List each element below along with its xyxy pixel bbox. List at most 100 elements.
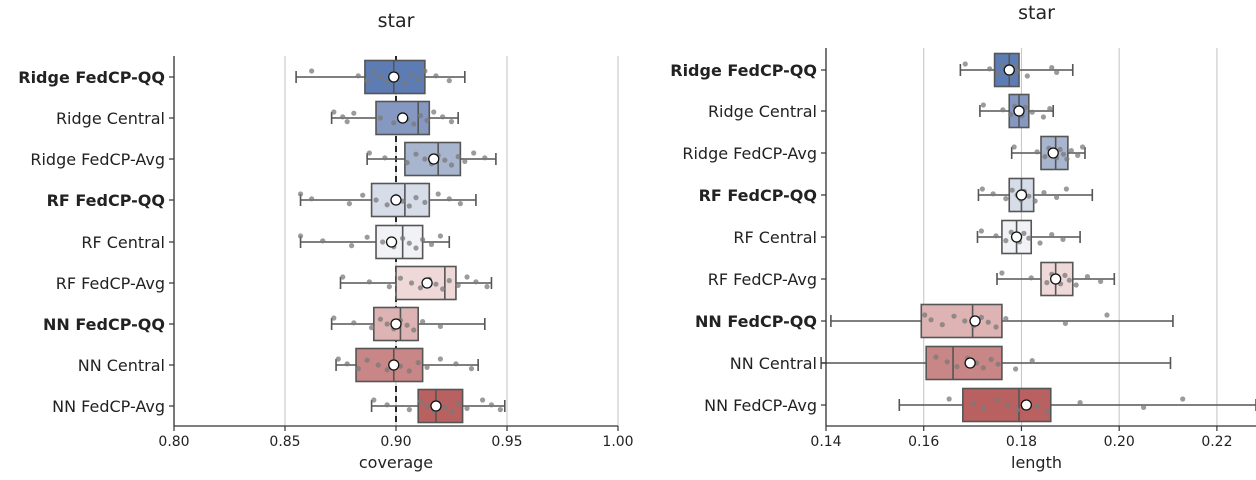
box-rf-fedcp-avg xyxy=(339,265,493,301)
data-point xyxy=(406,368,412,374)
data-point xyxy=(455,401,461,407)
data-point xyxy=(384,321,390,327)
data-point xyxy=(371,69,377,75)
data-point xyxy=(1063,186,1070,192)
data-point xyxy=(448,162,455,168)
data-point xyxy=(442,157,448,163)
data-point xyxy=(366,279,372,285)
data-point xyxy=(420,319,426,325)
data-point xyxy=(406,240,412,246)
data-point xyxy=(375,362,381,368)
data-point xyxy=(479,397,486,403)
box-ridge-fedcp-avg xyxy=(366,141,497,177)
data-point xyxy=(1057,146,1063,152)
data-point xyxy=(351,110,357,116)
data-point xyxy=(377,115,384,121)
data-point xyxy=(424,117,430,123)
data-point xyxy=(933,354,939,360)
box-rf-fedcp-qq xyxy=(297,182,477,218)
data-point xyxy=(413,245,419,251)
data-point xyxy=(1049,65,1055,71)
data-point xyxy=(980,102,986,108)
data-point xyxy=(1029,109,1035,115)
category-label: Ridge Central xyxy=(708,102,817,121)
data-point xyxy=(1068,148,1074,154)
data-point xyxy=(384,367,390,373)
category-label: Ridge FedCP-QQ xyxy=(670,61,817,80)
category-label: RF Central xyxy=(81,233,165,252)
panel-coverage: 0.80 0.85 0.90 0.95 1.00 Ridge FedCP-QQ Ridge … xyxy=(18,10,633,472)
data-point xyxy=(999,270,1005,276)
mean-marker xyxy=(1047,147,1059,159)
data-point xyxy=(309,196,315,202)
data-point xyxy=(1000,62,1006,68)
data-point xyxy=(979,186,985,192)
data-point xyxy=(980,406,986,412)
data-point xyxy=(1066,277,1072,283)
data-point xyxy=(380,239,386,245)
data-point xyxy=(1034,149,1040,155)
data-point xyxy=(1003,316,1009,322)
data-point xyxy=(331,315,337,321)
data-point xyxy=(1060,236,1066,242)
data-point xyxy=(440,114,446,120)
data-point xyxy=(484,284,490,290)
data-point xyxy=(408,72,415,78)
mean-marker xyxy=(964,357,976,369)
mean-marker xyxy=(1015,189,1028,201)
data-point xyxy=(351,320,357,326)
x-tick-label: 0.95 xyxy=(491,434,522,450)
data-point xyxy=(1044,408,1050,414)
data-point xyxy=(1003,196,1009,202)
category-label: RF FedCP-QQ xyxy=(47,191,165,210)
category-label: Ridge FedCP-Avg xyxy=(682,144,817,163)
mean-marker xyxy=(397,112,409,124)
data-point xyxy=(384,79,390,85)
data-point xyxy=(364,357,370,363)
data-point xyxy=(406,407,412,413)
data-point xyxy=(1141,404,1147,410)
data-point xyxy=(1029,358,1035,364)
x-tick-label: 1.00 xyxy=(602,434,633,450)
data-point xyxy=(1098,278,1104,284)
box-rf-fedcp-avg xyxy=(996,261,1116,297)
data-point xyxy=(1084,274,1091,280)
box-nn-fedcp-avg xyxy=(898,387,1256,423)
data-point xyxy=(364,78,370,84)
data-point xyxy=(360,192,366,198)
box-nn-central xyxy=(820,345,1172,381)
data-point xyxy=(384,402,390,408)
data-point xyxy=(424,364,430,370)
data-point xyxy=(1003,238,1009,244)
data-point xyxy=(417,113,424,119)
mean-marker xyxy=(1050,273,1062,285)
data-point xyxy=(402,80,408,86)
data-point xyxy=(946,396,952,402)
mean-marker xyxy=(388,359,400,371)
data-point xyxy=(411,121,417,127)
x-tick-label: 0.16 xyxy=(908,434,939,450)
box-rf-central xyxy=(297,224,451,260)
data-point xyxy=(346,201,352,207)
box-nn-fedcp-qq xyxy=(830,303,1174,339)
x-tick-label: 0.80 xyxy=(158,434,189,450)
data-point xyxy=(1009,187,1015,193)
box-iqr xyxy=(925,345,1003,381)
data-point xyxy=(464,274,470,280)
data-point xyxy=(978,228,984,234)
data-point xyxy=(433,73,439,79)
x-axis-label: length xyxy=(1011,453,1062,472)
data-point xyxy=(397,275,404,281)
data-point xyxy=(464,405,470,411)
data-point xyxy=(457,201,463,207)
data-point xyxy=(422,156,428,162)
data-point xyxy=(344,361,350,367)
data-point xyxy=(995,397,1001,403)
data-point xyxy=(355,366,361,372)
data-point xyxy=(482,155,488,161)
data-point xyxy=(1047,106,1053,112)
data-point xyxy=(440,286,446,292)
category-label: RF Central xyxy=(733,228,817,247)
chart-title: star xyxy=(378,10,415,32)
